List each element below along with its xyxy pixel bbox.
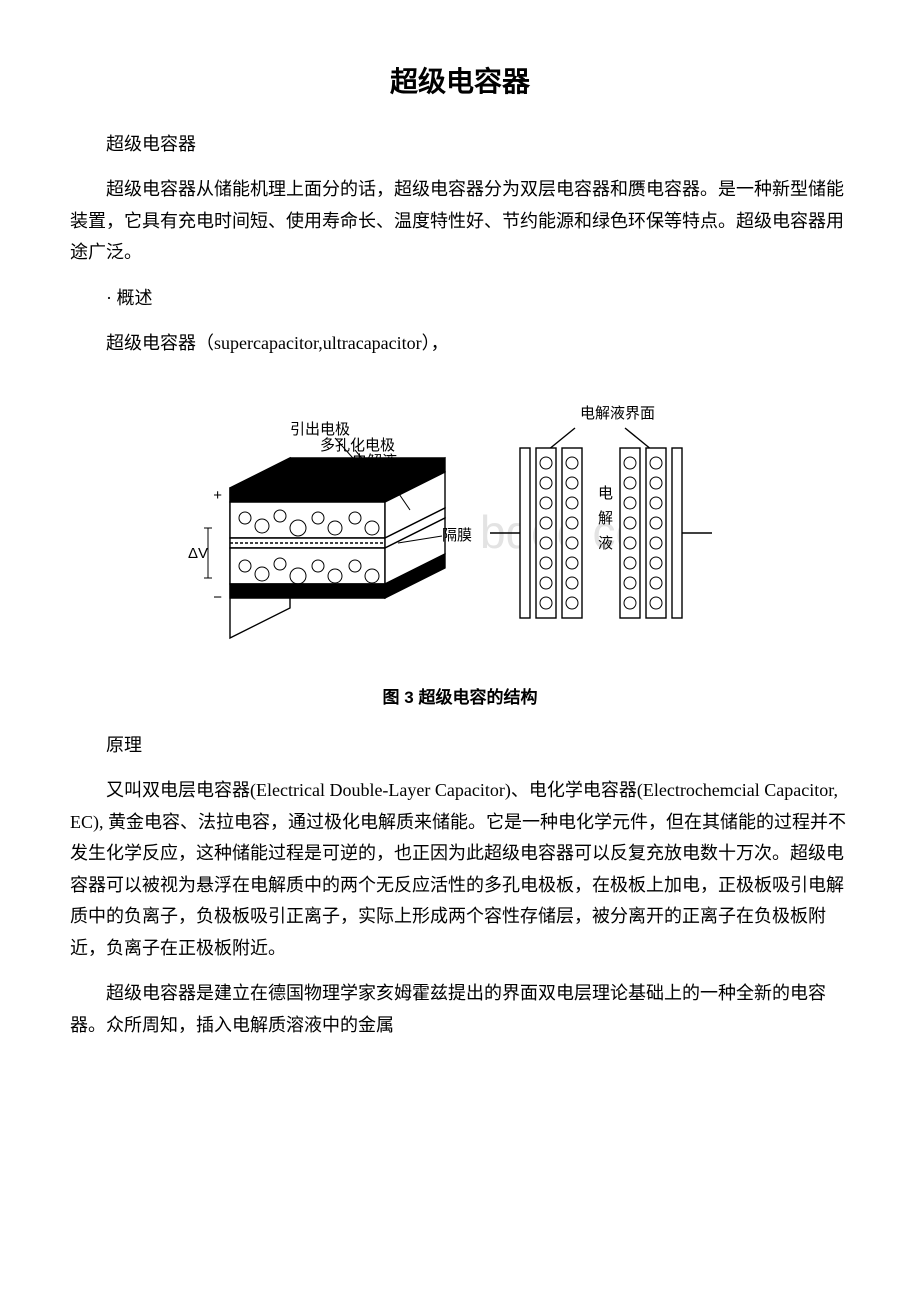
svg-text:−: − — [653, 518, 659, 529]
svg-text:+: + — [627, 519, 633, 530]
supercap-structure-svg: bdoc co — [180, 378, 740, 658]
svg-text:+: + — [627, 479, 633, 490]
label-separator: 隔膜 — [442, 527, 472, 544]
svg-text:解: 解 — [598, 510, 613, 527]
left-stack — [230, 458, 445, 638]
svg-text:−: − — [543, 598, 549, 609]
svg-text:−: − — [653, 578, 659, 589]
svg-text:−: − — [543, 498, 549, 509]
label-electrolyte-vertical: 电 解 液 — [598, 485, 613, 552]
principle-paragraph-2: 超级电容器是建立在德国物理学家亥姆霍兹提出的界面双电层理论基础上的一种全新的电容… — [70, 978, 850, 1041]
svg-text:−: − — [653, 558, 659, 569]
svg-text:+: + — [569, 479, 575, 490]
label-deltaV: ΔV — [188, 545, 208, 562]
plus-right: + — [498, 513, 507, 530]
svg-text:+: + — [627, 559, 633, 570]
svg-text:+: + — [569, 559, 575, 570]
svg-text:电: 电 — [598, 485, 613, 502]
svg-text:+: + — [627, 599, 633, 610]
principle-paragraph-1: 又叫双电层电容器(Electrical Double-Layer Capacit… — [70, 775, 850, 964]
svg-text:−: − — [543, 478, 549, 489]
svg-text:+: + — [569, 579, 575, 590]
svg-text:−: − — [543, 558, 549, 569]
svg-text:+: + — [569, 539, 575, 550]
svg-text:+: + — [627, 539, 633, 550]
section-overview-heading: · 概述 — [70, 283, 850, 315]
svg-text:+: + — [569, 459, 575, 470]
label-lead-electrode: 引出电极 — [290, 421, 350, 438]
svg-text:−: − — [543, 518, 549, 529]
svg-text:−: − — [543, 458, 549, 469]
svg-text:+: + — [627, 459, 633, 470]
svg-text:+: + — [569, 599, 575, 610]
figure-caption: 图 3 超级电容的结构 — [70, 684, 850, 711]
minus-left-bottom: − — [213, 589, 222, 606]
figure-supercap-structure: bdoc co — [70, 378, 850, 667]
svg-text:−: − — [653, 498, 659, 509]
right-columns: 电解液界面 − − − − − − − — [490, 405, 712, 618]
label-interface: 电解液界面 — [580, 405, 655, 422]
svg-text:−: − — [653, 598, 659, 609]
subtitle: 超级电容器 — [70, 129, 850, 161]
intro-paragraph: 超级电容器从储能机理上面分的话，超级电容器分为双层电容器和赝电容器。是一种新型储… — [70, 174, 850, 269]
svg-text:−: − — [653, 538, 659, 549]
dv-labels: + − ΔV — [188, 487, 222, 606]
minus-right: − — [692, 510, 702, 530]
svg-text:+: + — [569, 519, 575, 530]
label-porous-electrode: 多孔化电极 — [320, 437, 395, 454]
svg-text:−: − — [543, 578, 549, 589]
page-title: 超级电容器 — [70, 60, 850, 105]
svg-text:+: + — [627, 499, 633, 510]
section-principle-heading: 原理 — [70, 730, 850, 762]
svg-text:液: 液 — [598, 535, 613, 552]
svg-text:−: − — [653, 478, 659, 489]
svg-text:+: + — [627, 579, 633, 590]
overview-line: 超级电容器（supercapacitor,ultracapacitor）， — [70, 328, 850, 360]
label-electrolyte: 电解液 — [352, 453, 397, 470]
plus-left-top: + — [213, 487, 222, 504]
svg-text:−: − — [653, 458, 659, 469]
svg-text:+: + — [569, 499, 575, 510]
svg-text:−: − — [543, 538, 549, 549]
